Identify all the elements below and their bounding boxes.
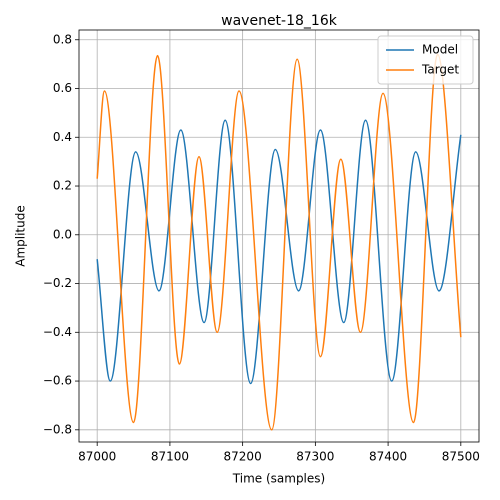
legend: Model Target <box>377 35 474 85</box>
x-tick-label: 87000 <box>78 450 116 464</box>
lines <box>96 53 462 431</box>
x-tick-label: 87300 <box>296 450 334 464</box>
y-tick-label: −0.4 <box>43 325 72 339</box>
legend-label: Model <box>422 43 458 57</box>
chart-title: wavenet-18_16k <box>221 13 338 29</box>
x-axis-label: Time (samples) <box>232 472 325 486</box>
ticks: 87000 87100 87200 87300 87400 87500 −0.8 −0.6 −0… <box>43 32 480 463</box>
x-tick-label: 87400 <box>369 450 407 464</box>
y-tick-label: 0.6 <box>53 81 72 95</box>
legend-label: Target <box>421 63 459 77</box>
line-series <box>96 53 462 431</box>
line-series <box>96 119 462 385</box>
y-tick-label: 0.4 <box>53 130 72 144</box>
y-tick-label: −0.8 <box>43 422 72 436</box>
y-tick-label: −0.2 <box>43 276 72 290</box>
axes-frame <box>78 29 480 443</box>
y-tick-label: −0.6 <box>43 374 72 388</box>
legend-box <box>377 35 474 85</box>
y-tick-label: 0.0 <box>53 227 72 241</box>
x-tick-label: 87500 <box>442 450 480 464</box>
y-tick-label: 0.8 <box>53 32 72 46</box>
x-tick-label: 87200 <box>224 450 262 464</box>
y-axis-label: Amplitude <box>14 205 28 267</box>
y-tick-label: 0.2 <box>53 179 72 193</box>
grid <box>79 30 479 442</box>
x-tick-label: 87100 <box>151 450 189 464</box>
